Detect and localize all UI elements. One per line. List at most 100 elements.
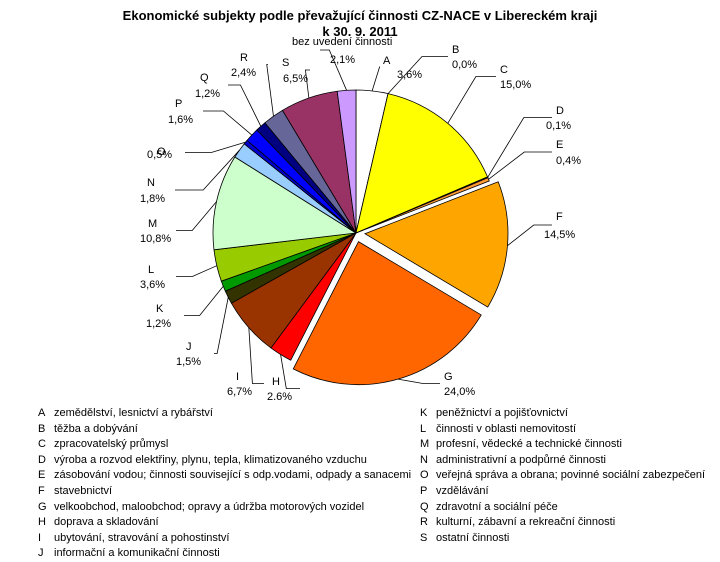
legend-code: I: [38, 531, 42, 544]
slice-value-c: 15,0%: [500, 79, 531, 91]
slice-value-d: 0,1%: [546, 120, 571, 132]
slice-labels: A 3,6% B 0,0% C 15,0% D 0,1% E 0,4% F 14,5% G 24,0% H 2…: [140, 36, 581, 400]
legend-code: F: [38, 484, 45, 497]
slice-value-b: 0,0%: [452, 59, 477, 71]
slice-value-f: 14,5%: [544, 229, 575, 241]
legend-text: vzdělávání: [436, 484, 489, 497]
legend-code: S: [420, 531, 428, 544]
chart-title-line2: k 30. 9. 2011: [322, 24, 398, 39]
slice-value-k: 1,2%: [146, 318, 171, 330]
pie-slice-f: [364, 181, 509, 308]
legend-text: činnosti v oblasti nemovitostí: [436, 422, 577, 435]
legend-code: G: [38, 500, 47, 513]
legend-text: stavebnictví: [54, 484, 113, 497]
legend-code: D: [38, 453, 46, 466]
slice-value-h: 2,6%: [267, 391, 292, 400]
slice-label-e: E: [556, 139, 563, 151]
leader-line-k: [184, 285, 224, 316]
pie-chart: A 3,6% B 0,0% C 15,0% D 0,1% E 0,4% F 14,5% G 24,0% H 2…: [140, 36, 581, 400]
slice-value-i: 6,7%: [227, 386, 252, 398]
slice-label-a: A: [383, 55, 391, 67]
legend-text: zpracovatelský průmysl: [54, 438, 169, 451]
leader-line-n: [175, 150, 240, 191]
leader-line-c: [447, 76, 496, 124]
chart-title-line1: Ekonomické subjekty podle převažující či…: [122, 8, 598, 23]
slice-label-l: L: [148, 264, 154, 276]
slice-label-r: R: [240, 52, 248, 64]
leader-line-p: [203, 110, 253, 136]
slice-label-k: K: [156, 303, 164, 315]
legend-code: J: [38, 547, 44, 560]
leader-line-h: [280, 354, 300, 389]
legend-code: B: [38, 422, 46, 435]
legend-text: zdravotní a sociální péče: [436, 500, 558, 513]
leader-line-s: [304, 69, 310, 99]
pie-slices: [212, 89, 509, 386]
slice-value-n: 1,8%: [140, 193, 165, 205]
legend-code: Q: [420, 500, 429, 513]
pie-slice-e: [355, 177, 490, 234]
leader-line-d: [487, 117, 552, 178]
slice-value-o: 0,5%: [147, 149, 172, 161]
legend-code: E: [38, 469, 46, 482]
legend-text: těžba a dobývání: [54, 422, 138, 435]
leader-line-q: [228, 84, 262, 127]
legend-code: K: [420, 407, 428, 419]
legend-text: výroba a rozvod elektřiny, plynu, tepla,…: [54, 453, 367, 466]
legend-text: veřejná správa a obrana; povinné sociáln…: [436, 469, 706, 482]
slice-label-f: F: [556, 211, 563, 223]
slice-label-j: J: [186, 341, 192, 353]
slice-label-g: G: [444, 371, 453, 383]
slice-label-z: bez uvedení činnosti: [292, 36, 392, 48]
slice-value-m: 10,8%: [140, 233, 171, 245]
slice-value-p: 1,6%: [168, 114, 193, 126]
leader-line-j: [214, 297, 229, 354]
slice-value-g: 24,0%: [444, 386, 475, 398]
legend-code: N: [420, 453, 428, 466]
legend-code: H: [38, 516, 46, 529]
slice-label-i: I: [236, 371, 239, 383]
slice-label-d: D: [556, 105, 564, 117]
slice-value-z: 2,1%: [330, 54, 355, 66]
leader-line-a: [371, 66, 381, 92]
legend-text: profesní, vědecké a technické činnosti: [436, 438, 622, 451]
slice-label-q: Q: [200, 72, 209, 84]
legend-code: P: [420, 484, 428, 497]
slice-value-s: 6,5%: [283, 73, 308, 85]
legend-code: O: [420, 469, 429, 482]
legend-text: administrativní a podpůrné činnosti: [436, 453, 606, 466]
leader-line-b: [387, 56, 448, 94]
slice-label-s: S: [282, 57, 289, 69]
pie-slice-m: [212, 156, 358, 251]
legend-text: velkoobchod, maloobchod; opravy a údržba…: [54, 500, 365, 513]
slice-label-p: P: [175, 98, 182, 110]
leader-line-l: [176, 265, 217, 277]
slice-value-e: 0,4%: [556, 155, 581, 167]
slice-value-r: 2,4%: [231, 67, 256, 79]
leader-line-z: [320, 49, 347, 91]
slice-label-b: B: [452, 44, 459, 56]
legend-text: ostatní činnosti: [436, 531, 510, 544]
legend-code: A: [38, 407, 46, 419]
legend-text: zemědělství, lesnictví a rybářství: [54, 407, 213, 419]
leader-line-i: [248, 327, 264, 384]
legend-code: R: [420, 516, 428, 529]
slice-label-o: O: [157, 146, 166, 158]
leader-line-e: [488, 151, 552, 180]
legend-text: informační a komunikační činnosti: [54, 547, 220, 560]
slice-label-m: M: [148, 218, 157, 230]
legend-text: doprava a skladování: [54, 516, 159, 529]
